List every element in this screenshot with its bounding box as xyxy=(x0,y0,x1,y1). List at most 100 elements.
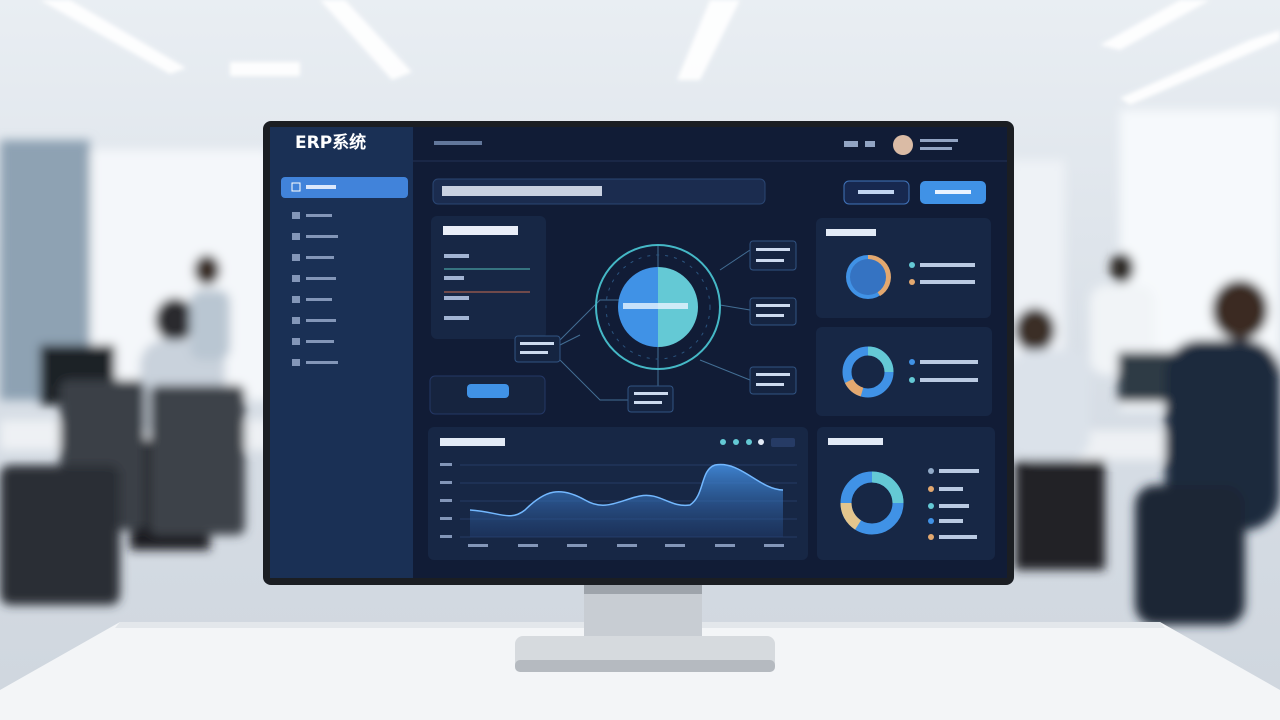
hub-diagram-part-part xyxy=(756,259,784,262)
module-panel-part xyxy=(444,254,469,258)
right-panel-2-part xyxy=(867,346,894,373)
trend-panel-part-part xyxy=(468,544,488,547)
right-panel-1-part xyxy=(909,262,915,268)
right-panel-2 xyxy=(816,327,992,416)
sidebar-part xyxy=(292,212,338,366)
sidebar-part xyxy=(306,185,336,189)
top-bar-part xyxy=(434,141,482,145)
top-bar-part xyxy=(920,147,952,150)
right-panel-1 xyxy=(816,218,991,318)
hub-diagram-part xyxy=(605,254,711,360)
right-panel-3-part xyxy=(828,438,883,445)
sidebar-part-part xyxy=(292,359,300,366)
sidebar-part-part xyxy=(306,340,334,343)
button-primary[interactable] xyxy=(920,181,986,204)
office-background-part xyxy=(0,110,1280,625)
office-background-part-part xyxy=(40,0,186,74)
hub-diagram-part-part xyxy=(719,249,751,271)
right-panel-2-part xyxy=(920,378,978,382)
sidebar-part-part xyxy=(306,319,336,322)
right-panel-3-part xyxy=(939,487,963,491)
sidebar-part-part xyxy=(292,275,300,282)
hub-diagram-part-part xyxy=(756,304,790,307)
hub-diagram xyxy=(514,240,797,413)
office-background-part-part xyxy=(320,0,412,80)
sidebar-part-part xyxy=(292,254,300,261)
button-primary-part xyxy=(935,190,971,194)
office-background-part-part xyxy=(150,385,245,535)
office-background-part-part xyxy=(1015,308,1055,352)
trend-panel-part xyxy=(746,439,752,445)
office-background-part-part xyxy=(230,62,300,76)
right-panel-1-part xyxy=(826,229,876,236)
trend-panel-part-part xyxy=(518,544,538,547)
monitor-stand xyxy=(515,584,775,672)
hub-diagram-part-part xyxy=(559,359,630,401)
hub-diagram-part-part xyxy=(699,359,751,381)
trend-panel-part xyxy=(469,463,784,517)
monitor-stand-part xyxy=(584,584,702,594)
module-panel-part xyxy=(444,276,464,280)
right-panel-3-part xyxy=(939,519,963,523)
top-bar-part xyxy=(844,141,858,147)
right-panel-3-part xyxy=(928,518,934,524)
trend-panel-part-part xyxy=(617,544,637,547)
button-secondary[interactable] xyxy=(843,180,910,205)
sidebar-part-part xyxy=(292,317,300,324)
sidebar-part-part xyxy=(306,235,338,238)
right-panel-3-part xyxy=(939,535,977,539)
hub-diagram-part-part xyxy=(719,304,751,311)
office-background-part-part xyxy=(1118,352,1173,402)
hub-diagram-part-part xyxy=(520,342,554,345)
panel-button[interactable] xyxy=(467,384,509,398)
office-background-part-part xyxy=(194,255,220,285)
trend-panel-part-part xyxy=(440,517,452,520)
trend-panel xyxy=(428,427,808,560)
right-panel-3-part xyxy=(871,471,904,504)
right-panel-3-part xyxy=(840,502,862,530)
hub-diagram-part-part xyxy=(756,314,784,317)
top-bar-part xyxy=(865,141,875,147)
module-panel-part xyxy=(431,216,546,339)
trend-panel-part-part xyxy=(440,535,452,538)
right-panel-1-part xyxy=(920,263,975,267)
office-background-part-part xyxy=(1110,253,1134,283)
top-bar-part xyxy=(920,139,958,142)
right-panel-3-part xyxy=(939,469,979,473)
module-panel-part xyxy=(443,226,518,235)
right-panel-3-part xyxy=(928,468,934,474)
screen-glare xyxy=(270,127,1007,578)
office-background-part-part xyxy=(155,298,195,342)
top-bar xyxy=(413,135,1007,162)
right-panel-2-part xyxy=(920,360,978,364)
trend-panel-part-part xyxy=(764,544,784,547)
office-background-part-part xyxy=(0,465,120,605)
right-panel-3-part xyxy=(928,486,934,492)
office-background-part xyxy=(40,0,1280,105)
trend-panel-part-part xyxy=(715,544,735,547)
search-bar[interactable] xyxy=(432,178,766,205)
module-panel xyxy=(429,216,546,415)
trend-panel-part xyxy=(771,438,795,447)
right-panel-3-part xyxy=(939,504,969,508)
monitor-stand-part xyxy=(515,660,775,672)
menu-item-active[interactable] xyxy=(281,177,408,198)
app-title: ERP系统 xyxy=(295,132,366,153)
sidebar-part xyxy=(270,127,413,578)
hub-diagram-part-part xyxy=(756,248,790,251)
office-background-part-part xyxy=(1015,460,1105,570)
right-panel-3 xyxy=(817,427,995,560)
sidebar-part-part xyxy=(292,212,300,219)
module-panel-part xyxy=(444,296,469,300)
sidebar-part-part xyxy=(306,214,332,217)
hub-diagram-part-part xyxy=(559,299,620,341)
office-background-part-part xyxy=(1165,340,1280,530)
trend-panel-part-part xyxy=(440,481,452,484)
trend-panel-part-part xyxy=(567,544,587,547)
office-background-part-part xyxy=(1100,0,1210,50)
sidebar-part-part xyxy=(306,298,332,301)
